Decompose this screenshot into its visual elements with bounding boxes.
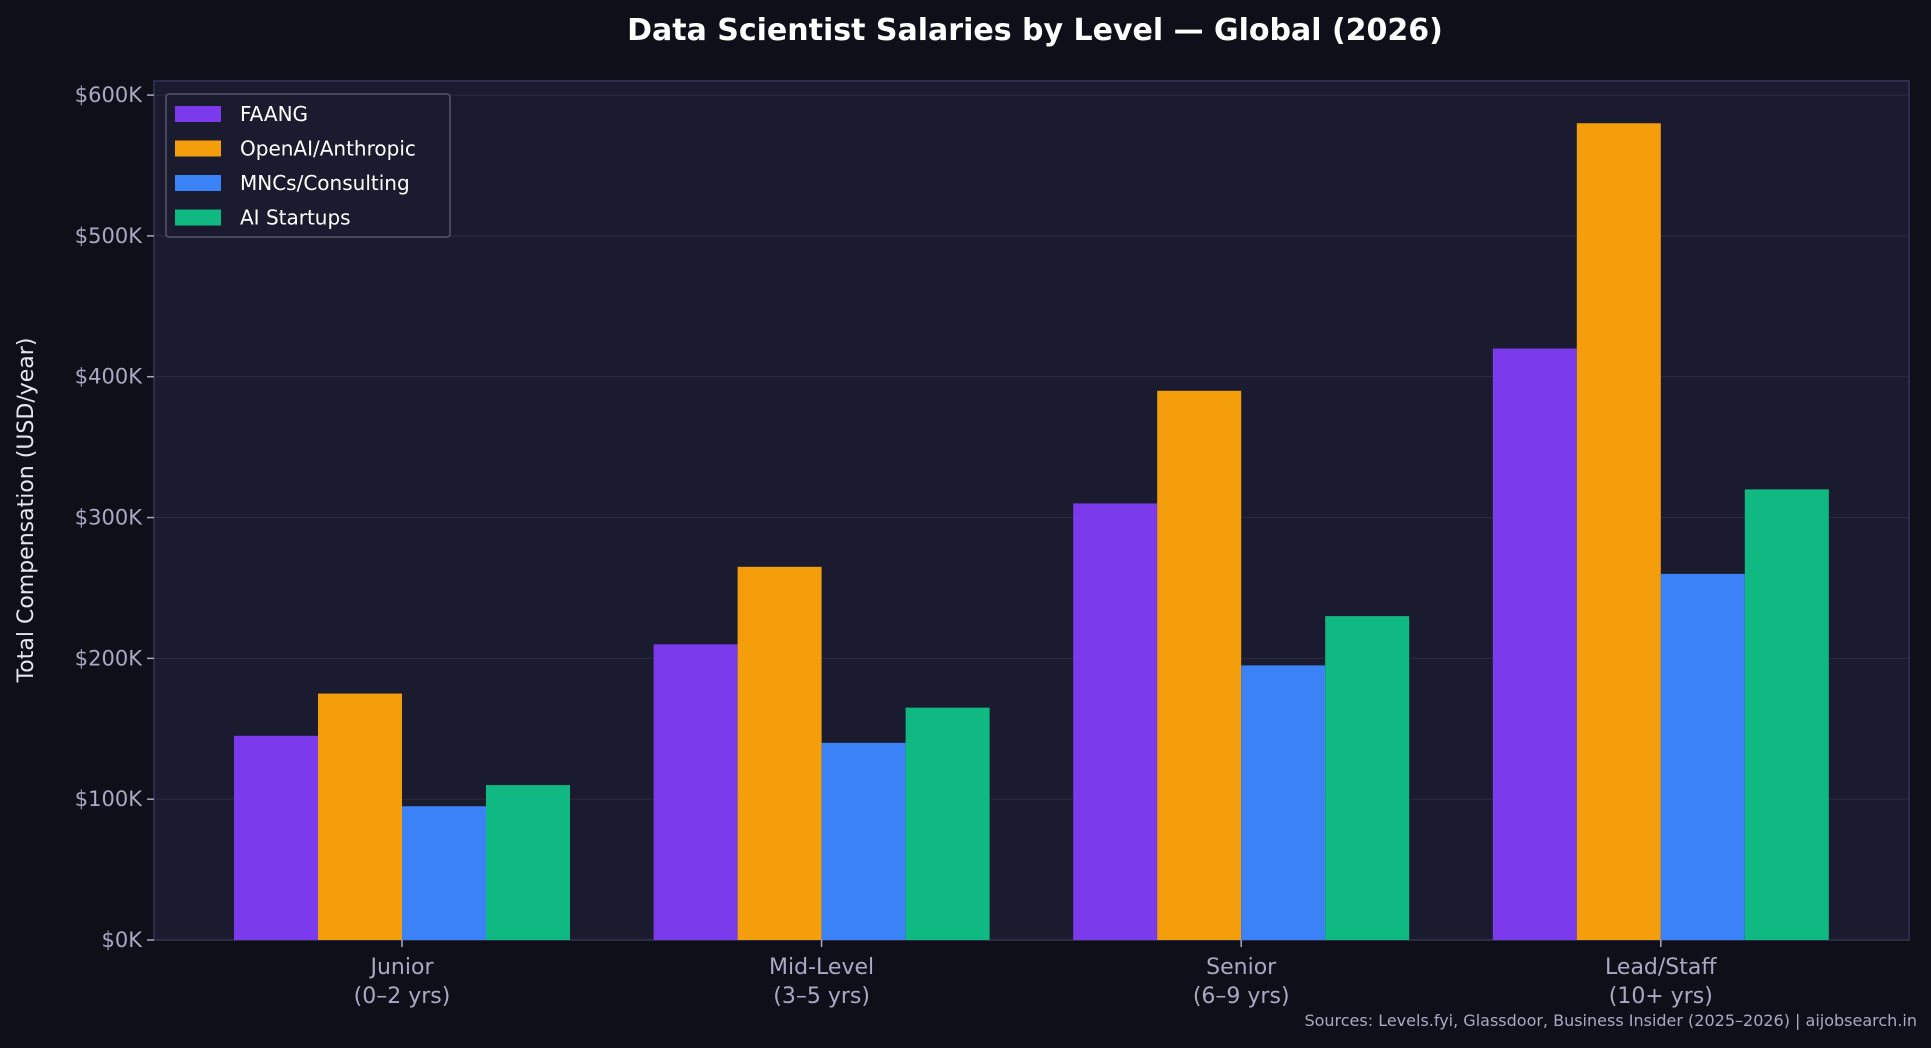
y-tick-label: $600K xyxy=(75,83,143,107)
legend: FAANG OpenAI/Anthropic MNCs/Consulting AI S… xyxy=(165,93,451,238)
legend-swatch xyxy=(175,175,221,191)
x-tick-label: Mid-Level xyxy=(769,955,874,980)
bar-openai-anthropic-3 xyxy=(1576,123,1661,940)
legend-label: MNCs/Consulting xyxy=(240,171,410,195)
y-tick-label: $0K xyxy=(102,928,144,952)
x-tick-label: Senior xyxy=(1206,955,1277,980)
bar-openai-anthropic-1 xyxy=(737,566,822,940)
x-tick-label: (3–5 yrs) xyxy=(773,984,870,1009)
bar-ai-startups-3 xyxy=(1744,489,1829,940)
bar-ai-startups-1 xyxy=(905,707,990,940)
bar-faang-3 xyxy=(1492,348,1577,940)
x-tick-label: (6–9 yrs) xyxy=(1193,984,1290,1009)
bar-openai-anthropic-0 xyxy=(318,693,402,940)
y-tick-label: $100K xyxy=(75,787,143,811)
bar-mncs-consulting-1 xyxy=(821,742,906,940)
bar-faang-0 xyxy=(234,735,318,940)
bar-faang-1 xyxy=(653,644,738,940)
bar-ai-startups-2 xyxy=(1325,616,1410,940)
y-tick-label: $500K xyxy=(75,224,143,248)
bar-ai-startups-0 xyxy=(486,785,570,940)
legend-swatch xyxy=(175,209,221,226)
y-tick-label: $400K xyxy=(75,365,143,389)
legend-label: FAANG xyxy=(240,102,308,126)
bar-openai-anthropic-2 xyxy=(1157,390,1242,940)
legend-label: OpenAI/Anthropic xyxy=(240,137,416,161)
chart-title: Data Scientist Salaries by Level — Globa… xyxy=(627,13,1443,48)
legend-label: AI Startups xyxy=(240,206,351,230)
bar-mncs-consulting-3 xyxy=(1660,573,1745,940)
source-note: Sources: Levels.fyi, Glassdoor, Business… xyxy=(1304,1011,1917,1030)
x-tick-label: (10+ yrs) xyxy=(1609,984,1713,1009)
legend-frame xyxy=(165,93,451,238)
legend-swatch xyxy=(175,106,221,122)
x-tick-label: Lead/Staff xyxy=(1605,955,1717,980)
y-axis-label: Total Compensation (USD/year) xyxy=(14,338,39,684)
y-tick-label: $200K xyxy=(75,646,143,670)
y-tick-label: $300K xyxy=(75,506,143,530)
x-tick-label: Junior xyxy=(369,955,435,980)
x-tick-label: (0–2 yrs) xyxy=(354,984,451,1009)
bar-mncs-consulting-0 xyxy=(402,806,486,940)
bar-mncs-consulting-2 xyxy=(1241,665,1326,940)
bar-faang-2 xyxy=(1073,503,1158,940)
legend-swatch xyxy=(175,140,221,157)
